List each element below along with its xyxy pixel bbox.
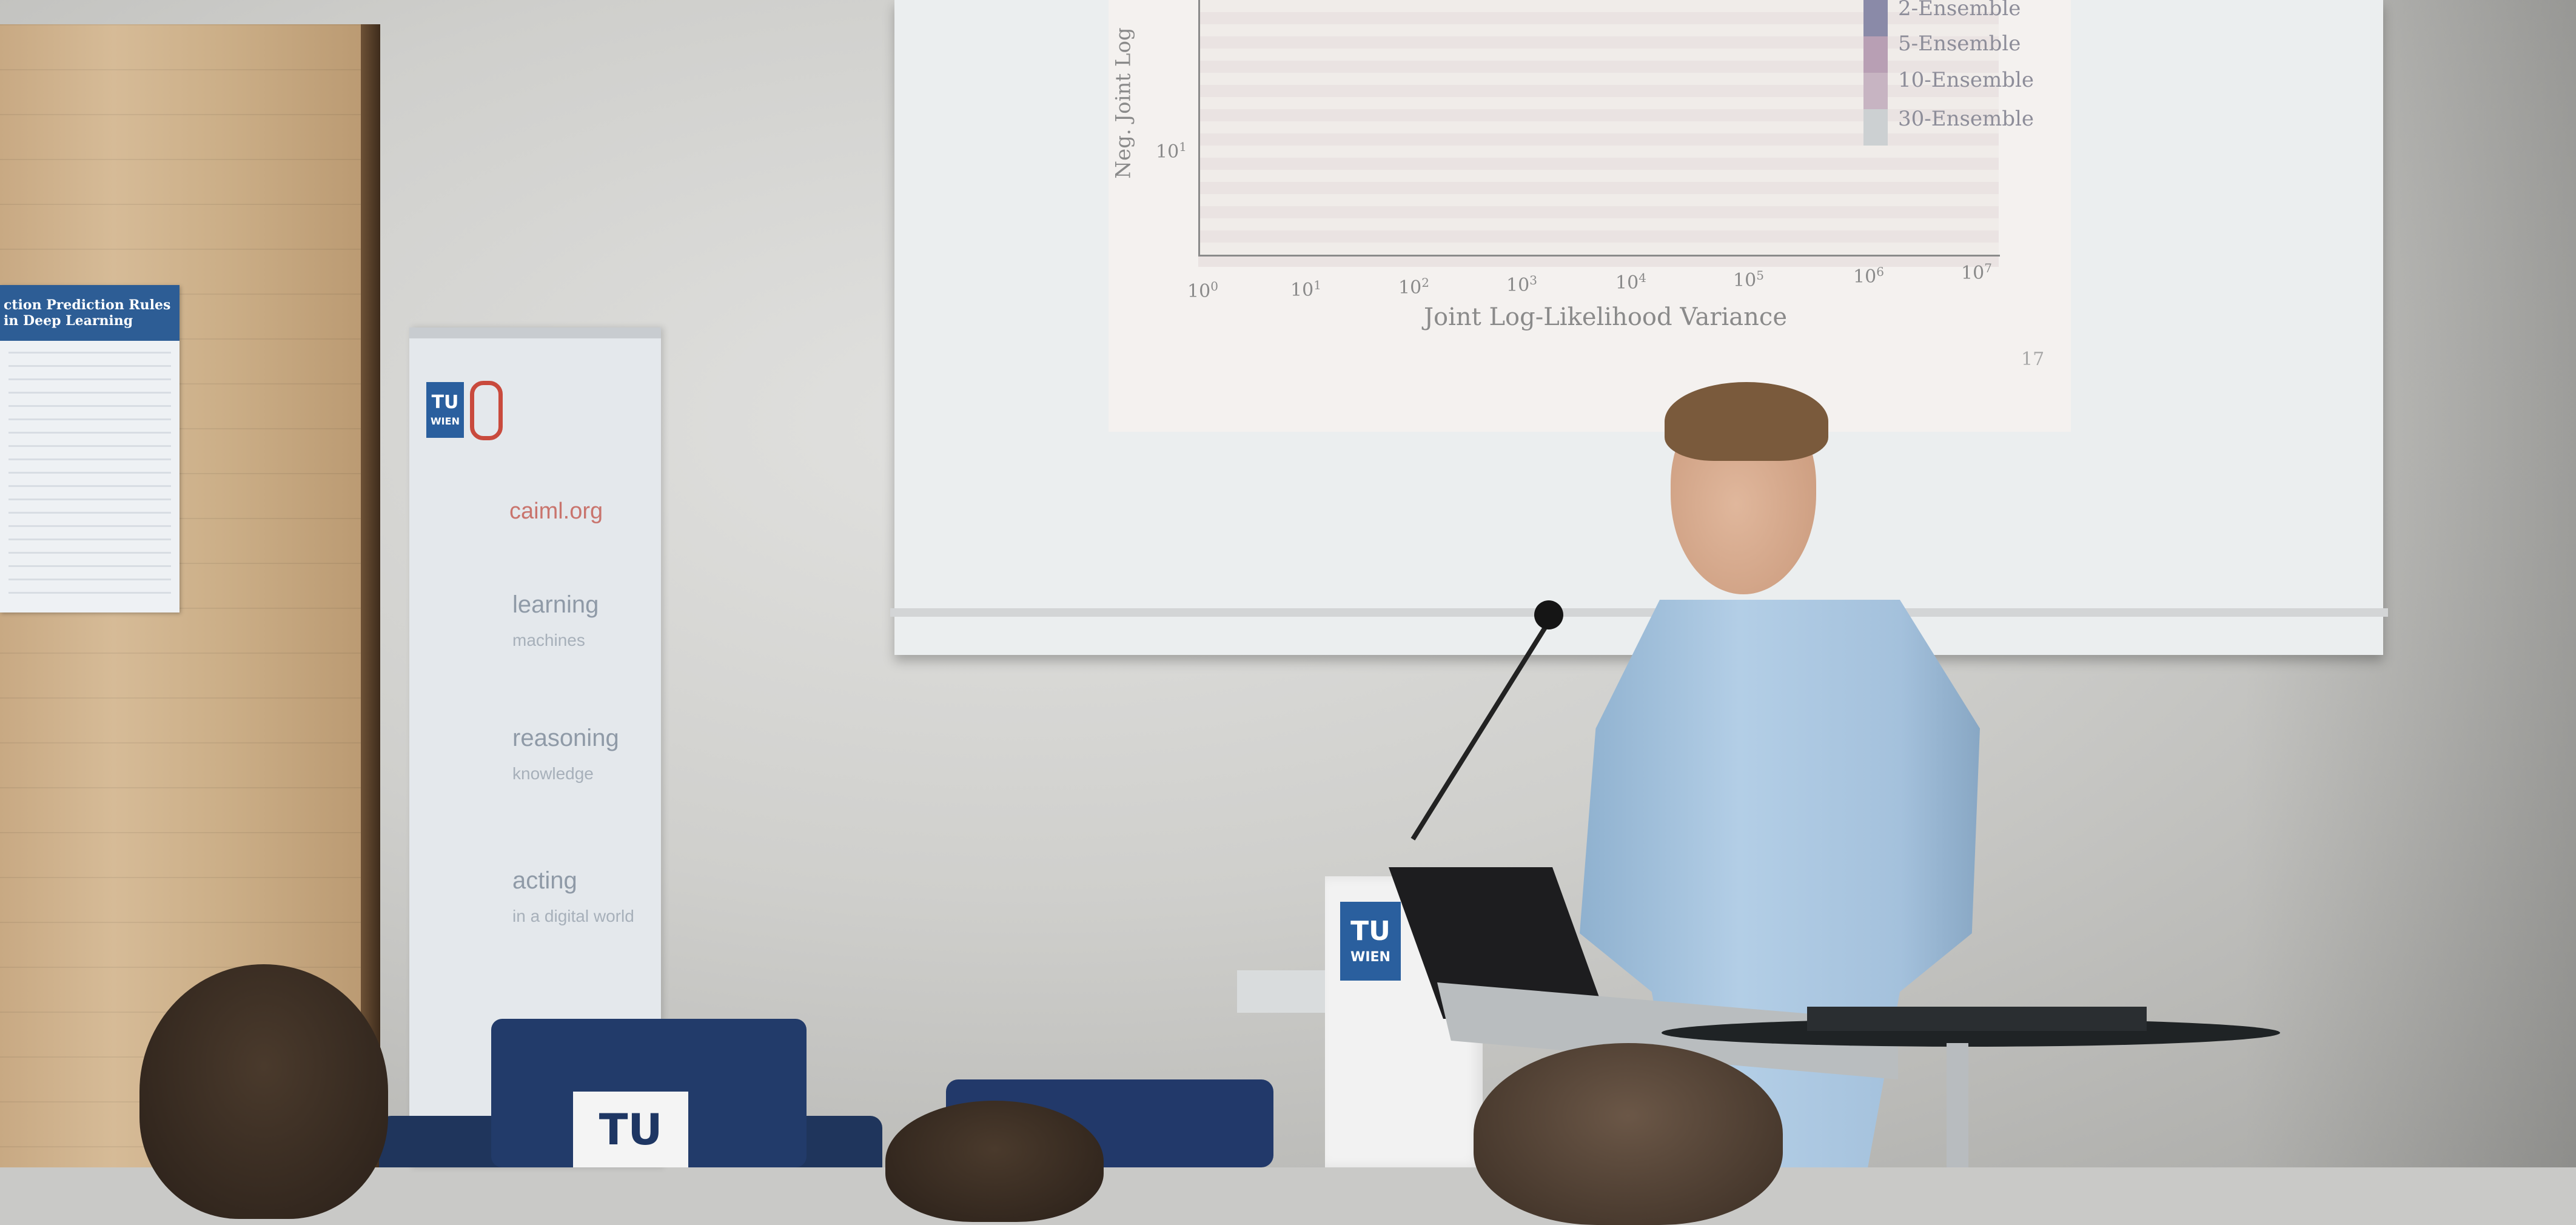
- x-axis-label: Joint Log-Likelihood Variance: [1424, 303, 1787, 331]
- banner-word-acting: acting: [512, 867, 577, 894]
- x-tick-base: 10: [1398, 277, 1422, 298]
- speaker-hair: [1665, 382, 1828, 461]
- screen-bottom-bar: [890, 608, 2388, 617]
- table-pole: [1947, 1043, 1968, 1167]
- x-tick-base: 10: [1961, 263, 1985, 284]
- banner-sub-digital-world: in a digital world: [512, 907, 634, 925]
- legend-swatch: [1863, 109, 1888, 146]
- banner-site: caiml.org: [509, 498, 603, 524]
- banner-top-bar: [409, 327, 661, 338]
- x-tick-label: 105: [1733, 268, 1764, 291]
- x-tick-exp: 7: [1984, 261, 1992, 275]
- x-tick-base: 10: [1733, 270, 1757, 291]
- audience-head: [1474, 1043, 1783, 1225]
- legend-label: 2-Ensemble: [1898, 0, 2021, 21]
- x-tick-exp: 3: [1529, 273, 1537, 287]
- x-tick-base: 10: [1187, 281, 1211, 302]
- legend-swatch: [1863, 36, 1888, 73]
- x-tick-base: 10: [1506, 275, 1530, 296]
- legend-label: 30-Ensemble: [1898, 107, 2034, 131]
- y-tick-exp: 1: [1179, 139, 1187, 154]
- x-tick-base: 10: [1615, 272, 1639, 294]
- slide-page-number: 17: [2021, 349, 2045, 370]
- banner-small-text: [506, 393, 628, 417]
- x-tick-label: 104: [1615, 270, 1646, 294]
- y-axis: [1198, 0, 1200, 257]
- x-tick-exp: 6: [1876, 264, 1884, 279]
- x-tick-label: 107: [1961, 261, 1992, 284]
- closed-laptop: [1807, 1007, 2147, 1031]
- logo-wien: WIEN: [431, 415, 460, 427]
- podium-logo-wien: WIEN: [1350, 950, 1390, 965]
- banner-sub-knowledge: knowledge: [512, 764, 594, 783]
- cushion-tu-logo: TU: [573, 1092, 688, 1167]
- x-tick-exp: 1: [1313, 278, 1321, 292]
- x-tick-label: 102: [1398, 275, 1429, 298]
- y-tick-base: 10: [1156, 141, 1179, 163]
- legend: 2-Ensemble 5-Ensemble 10-Ensemble 30-Ens…: [1863, 0, 2045, 146]
- banner-sub-machines: machines: [512, 631, 585, 649]
- x-tick-exp: 4: [1639, 270, 1646, 285]
- audience-head: [885, 1101, 1104, 1222]
- tu-wien-logo: TU WIEN: [426, 382, 464, 438]
- legend-swatch: [1863, 0, 1888, 36]
- x-axis: [1199, 255, 2000, 257]
- x-tick-label: 103: [1506, 273, 1537, 296]
- x-tick-exp: 5: [1756, 268, 1764, 283]
- caiml-ring-logo: [470, 381, 503, 440]
- y-axis-label: Neg. Joint Log: [1111, 27, 1136, 179]
- legend-label: 10-Ensemble: [1898, 68, 2034, 92]
- legend-swatch: [1863, 73, 1888, 109]
- projected-slide: Neg. Joint Log 101 100 101 102 103 104 1…: [1109, 0, 2071, 432]
- x-tick-base: 10: [1853, 266, 1877, 287]
- poster-body: [8, 352, 171, 600]
- podium-tu-wien-logo: TU WIEN: [1340, 902, 1401, 981]
- x-tick-base: 10: [1290, 280, 1314, 301]
- research-poster: ction Prediction Rules in Deep Learning: [0, 285, 179, 612]
- audience-head: [139, 964, 388, 1219]
- legend-label: 5-Ensemble: [1898, 32, 2021, 56]
- banner-word-reasoning: reasoning: [512, 725, 619, 751]
- x-tick-label: 106: [1853, 264, 1884, 287]
- x-tick-exp: 2: [1421, 275, 1429, 290]
- x-tick-exp: 0: [1210, 279, 1218, 294]
- banner-word-learning: learning: [512, 591, 599, 618]
- microphone-head: [1534, 600, 1563, 629]
- y-tick-label: 101: [1156, 139, 1187, 163]
- podium-logo-tu: TU: [1350, 916, 1390, 947]
- logo-tu: TU: [431, 392, 459, 413]
- x-tick-label: 100: [1187, 279, 1218, 302]
- wood-panel-edge: [361, 24, 380, 1167]
- poster-title: ction Prediction Rules in Deep Learning: [0, 285, 179, 341]
- x-tick-label: 101: [1290, 278, 1321, 301]
